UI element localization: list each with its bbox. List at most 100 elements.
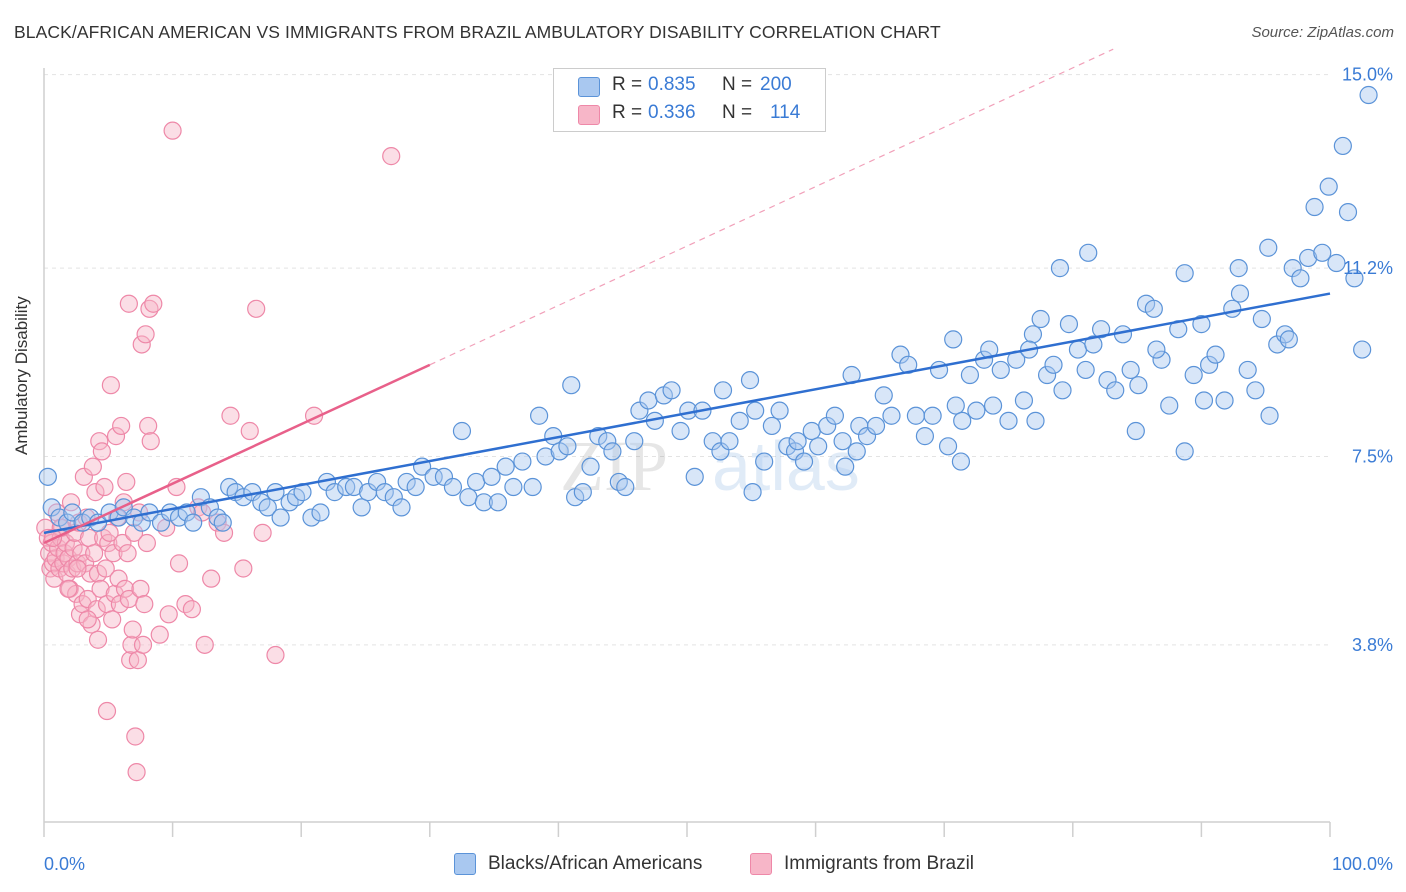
brazil-point	[169, 554, 189, 573]
blacks-point	[866, 416, 886, 436]
blacks-point	[459, 488, 478, 507]
brazil-point	[131, 579, 150, 598]
blacks-point	[397, 472, 416, 492]
blacks-point	[1305, 197, 1324, 217]
brazil-point	[78, 589, 97, 609]
brazil-point	[121, 651, 140, 670]
brazil-point	[101, 376, 120, 395]
blacks-point	[1283, 259, 1302, 278]
source-label: Source: ZipAtlas.com	[1251, 24, 1394, 41]
blacks-point	[847, 442, 866, 461]
legend-series: Blacks/African Americans Immigrants from…	[0, 850, 1406, 878]
brazil-point	[83, 457, 102, 476]
brazil-point	[159, 605, 178, 624]
blacks-point	[482, 467, 501, 486]
blacks-point	[1144, 299, 1163, 318]
blacks-point	[406, 477, 425, 497]
brazil-point	[87, 600, 106, 619]
brazil-point	[144, 294, 163, 313]
blacks-point	[1299, 248, 1318, 268]
legend-n-value-2: 114	[770, 102, 801, 123]
brazil-point	[135, 595, 154, 614]
legend-item-blacks: Blacks/African Americans	[454, 853, 702, 875]
blacks-point	[536, 447, 555, 466]
blacks-point	[1037, 365, 1057, 385]
blacks-point	[42, 498, 61, 517]
brazil-point	[157, 518, 176, 537]
y-tick-label: 3.8%	[1352, 635, 1393, 655]
brazil-point	[68, 559, 87, 578]
blacks-point	[1359, 85, 1378, 105]
blacks-point	[367, 472, 387, 492]
brazil-point	[240, 421, 259, 441]
tick-labels: 3.8% 7.5% 11.2% 15.0% 0.0% 100.0%	[44, 65, 1393, 874]
brazil-point	[113, 533, 132, 553]
blacks-point	[603, 442, 622, 461]
blacks-point	[474, 493, 493, 512]
blacks-point	[258, 498, 277, 517]
blacks-point	[1319, 177, 1338, 196]
blacks-point	[424, 467, 443, 486]
gridlines	[44, 74, 1330, 646]
brazil-point	[382, 147, 401, 166]
blacks-point	[746, 401, 765, 420]
legend-r-label-2: R =	[612, 102, 643, 123]
brazil-point	[124, 523, 144, 542]
blacks-point	[991, 360, 1010, 380]
blacks-point	[1223, 299, 1242, 318]
brazil-point	[195, 635, 214, 654]
legend-n-label-1: N =	[722, 74, 753, 95]
blacks-point	[802, 421, 821, 441]
blacks-point	[960, 365, 980, 385]
blacks-point	[1129, 376, 1148, 395]
blacks-point	[392, 498, 411, 517]
blacks-point	[581, 457, 600, 476]
blacks-point	[794, 452, 814, 471]
brazil-point	[117, 472, 136, 492]
brazil-point	[86, 483, 105, 502]
blacks-point	[833, 432, 852, 451]
brazil-point	[253, 523, 272, 542]
legend-r-label-1: R =	[612, 74, 643, 95]
blacks-point	[466, 472, 486, 492]
legend-swatch-pink	[578, 105, 600, 125]
brazil-point	[127, 763, 146, 782]
blacks-point	[743, 483, 762, 502]
blacks-point	[874, 386, 893, 405]
blacks-point	[755, 452, 774, 471]
blacks-point	[983, 396, 1003, 415]
brazil-point	[68, 554, 87, 573]
legend-bottom-swatch-pink	[750, 853, 772, 875]
blacks-point	[1259, 238, 1278, 257]
brazil-point	[91, 579, 110, 598]
blacks-point	[443, 477, 463, 497]
chart-title: BLACK/AFRICAN AMERICAN VS IMMIGRANTS FRO…	[14, 22, 941, 42]
blacks-point	[1345, 269, 1364, 288]
blacks-point	[1084, 335, 1103, 354]
x-tick-label-max: 100.0%	[1332, 854, 1393, 874]
blacks-point	[352, 498, 371, 517]
blacks-point	[1327, 253, 1346, 273]
blacks-point	[1313, 243, 1332, 262]
trendline-brazil	[43, 363, 431, 545]
brazil-point	[234, 559, 253, 578]
brazil-point	[104, 544, 123, 563]
legend-item-brazil: Immigrants from Brazil	[750, 853, 974, 875]
blacks-point	[1215, 391, 1234, 410]
blacks-point	[915, 427, 935, 446]
blacks-point	[184, 513, 203, 532]
blacks-point	[1333, 136, 1352, 156]
blacks-point	[1175, 264, 1194, 283]
blacks-point	[452, 421, 472, 441]
blacks-point	[899, 355, 918, 374]
blacks-point	[951, 452, 971, 471]
blacks-point	[906, 406, 926, 425]
brazil-point	[123, 620, 142, 639]
brazil-point	[97, 701, 117, 721]
blacks-point	[271, 508, 290, 527]
blacks-point	[589, 427, 608, 446]
brazil-point	[139, 416, 158, 436]
blacks-point	[375, 483, 394, 502]
blacks-point	[857, 427, 877, 446]
